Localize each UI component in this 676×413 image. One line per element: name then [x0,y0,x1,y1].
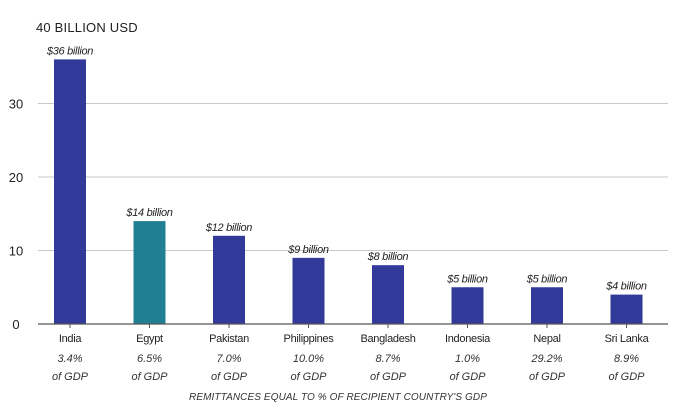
data-label: $5 billion [526,273,568,285]
gdp-suffix-label: of GDP [290,371,327,383]
gdp-share-label: 8.7% [375,353,400,365]
gdp-suffix-label: of GDP [608,371,645,383]
bar-philippines [292,257,325,324]
x-tick-label: Nepal [533,333,560,345]
gdp-suffix-label: of GDP [211,371,248,383]
data-label: $36 billion [46,45,93,57]
x-tick-label: Bangladesh [360,333,415,345]
bar-india [54,59,86,325]
x-tick-label: Egypt [136,333,163,345]
data-label: $5 billion [446,273,488,285]
x-tick-label: Sri Lanka [605,333,650,345]
y-tick-label: 30 [9,97,23,112]
bar-egypt [133,221,166,324]
gdp-suffix-label: of GDP [52,371,89,383]
gdp-suffix-label: of GDP [449,371,486,383]
bar-indonesia [451,287,484,324]
x-tick-label: India [59,333,83,345]
y-tick-label: 20 [9,170,23,185]
data-label: $4 billion [605,281,647,293]
bar-nepal [531,287,563,324]
data-label: $14 billion [125,207,172,219]
gdp-suffix-label: of GDP [131,371,168,383]
data-label: $8 billion [367,251,409,263]
gdp-share-label: 3.4% [57,353,82,365]
x-tick-label: Philippines [284,333,335,345]
gdp-suffix-label: of GDP [370,371,407,383]
y-tick-label: 10 [9,244,23,259]
gdp-share-label: 6.5% [137,353,162,365]
y-axis-unit-label: 40 BILLION USD [36,20,138,35]
y-tick-label: 0 [12,317,19,332]
bar-bangladesh [372,265,404,324]
gdp-share-label: 7.0% [216,353,241,365]
x-axis-caption: REMITTANCES EQUAL TO % OF RECIPIENT COUN… [189,392,487,403]
gdp-share-label: 10.0% [293,353,324,365]
gdp-share-label: 8.9% [614,353,639,365]
gdp-share-label: 29.2% [530,353,562,365]
x-tick-label: Indonesia [445,333,491,345]
data-label: $9 billion [287,244,329,256]
gdp-suffix-label: of GDP [529,371,566,383]
bar-sri-lanka [610,294,643,324]
data-label: $12 billion [205,222,252,234]
x-tick-label: Pakistan [209,333,249,345]
gdp-share-label: 1.0% [455,353,480,365]
bar-pakistan [213,235,245,324]
